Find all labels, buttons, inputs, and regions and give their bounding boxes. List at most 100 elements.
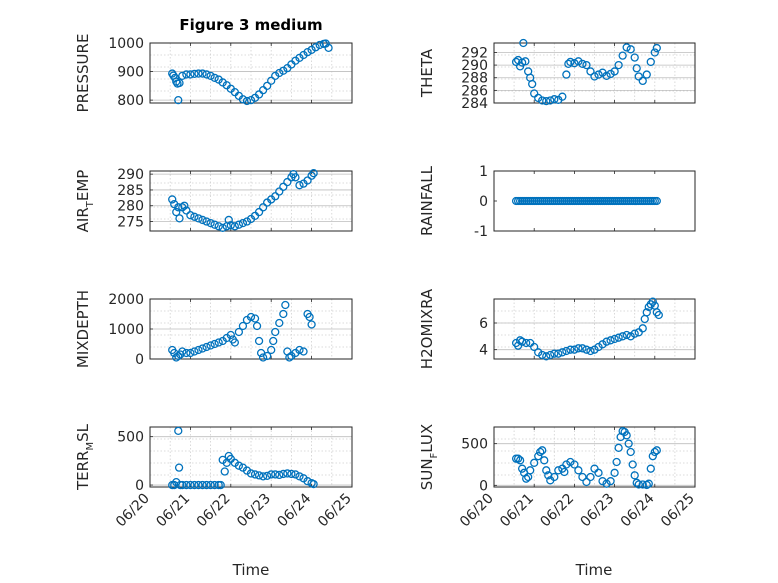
data-point <box>546 96 555 105</box>
data-point <box>224 215 233 225</box>
data-point <box>291 470 300 479</box>
data-point <box>542 352 551 361</box>
data-point <box>178 71 187 81</box>
y-axis-label: THETA <box>418 48 436 98</box>
data-point <box>230 222 239 231</box>
data-point <box>624 439 633 448</box>
data-point <box>194 69 203 78</box>
data-point <box>295 345 304 355</box>
y-tick-label: 285 <box>117 183 144 199</box>
data-point <box>570 460 579 469</box>
x-tick-label: 06/25 <box>658 491 698 531</box>
data-point <box>646 464 655 473</box>
y-tick-label: 0 <box>479 478 488 494</box>
data-point <box>582 345 591 354</box>
data-point <box>307 320 316 329</box>
y-tick-label: 6 <box>479 316 488 332</box>
data-point <box>546 350 555 360</box>
data-point <box>178 347 187 356</box>
data-point <box>586 346 595 356</box>
y-axis-label: MIXDEPTH <box>74 290 92 368</box>
data-point <box>602 71 611 80</box>
data-point <box>528 79 537 89</box>
subplot-h2omixra: 4 6 H2OMIXRA <box>418 288 696 369</box>
axes-box <box>149 426 353 488</box>
data-point <box>562 70 571 79</box>
data-point <box>517 464 527 473</box>
data-point <box>190 69 199 79</box>
data-point <box>562 346 571 356</box>
data-point <box>210 339 219 349</box>
data-point <box>315 40 324 50</box>
y-tick-label: 292 <box>461 45 488 61</box>
data-point <box>570 59 579 68</box>
data-point <box>283 177 292 187</box>
y-tick-label: 275 <box>117 215 144 231</box>
data-point <box>612 457 621 467</box>
data-point <box>538 446 547 455</box>
y-tick-label: 900 <box>117 65 144 81</box>
data-point <box>618 51 627 60</box>
data-point <box>271 327 280 337</box>
data-point <box>250 470 260 479</box>
data-point <box>542 96 551 106</box>
axes-box <box>493 298 696 360</box>
data-point <box>536 447 545 457</box>
data-point <box>275 470 284 480</box>
data-point <box>622 431 631 440</box>
y-axis-label: RAINFALL <box>418 165 436 236</box>
data-point <box>610 67 619 76</box>
figure-title: Figure 3 medium <box>179 16 322 34</box>
data-point <box>299 347 308 356</box>
x-tick-label: 06/25 <box>315 491 355 531</box>
data-point <box>578 472 587 482</box>
data-point <box>198 480 207 490</box>
data-point <box>267 470 276 479</box>
data-point <box>190 480 199 490</box>
data-point <box>594 70 603 79</box>
data-point <box>198 344 207 353</box>
data-point <box>309 169 318 178</box>
data-point <box>285 353 294 362</box>
data-point <box>610 334 619 344</box>
subplot-terr-msl: 0 500 TERRMSL 06/20 06/21 06/22 06/23 06/24 06/2… <box>74 423 355 530</box>
data-point <box>275 187 284 196</box>
data-point <box>263 81 272 91</box>
data-point <box>198 215 207 225</box>
data-point <box>309 479 318 489</box>
data-point <box>267 76 276 85</box>
data-point <box>287 469 296 479</box>
data-point <box>250 314 260 323</box>
data-point <box>206 71 215 81</box>
data-point <box>519 38 528 48</box>
data-point <box>630 53 639 62</box>
data-point <box>538 350 547 360</box>
data-markers <box>168 426 318 490</box>
data-point <box>238 95 248 104</box>
data-point <box>574 466 583 475</box>
y-axis-label: TERRMSL <box>74 423 96 491</box>
data-point <box>602 337 611 346</box>
data-point <box>638 324 647 333</box>
data-point <box>594 468 603 477</box>
data-point <box>610 468 619 477</box>
data-point <box>582 60 591 70</box>
data-point <box>632 64 641 73</box>
data-point <box>648 452 657 461</box>
data-point <box>586 67 595 76</box>
data-point <box>526 466 535 475</box>
data-point <box>234 461 244 470</box>
data-point <box>271 192 280 201</box>
data-markers <box>168 169 318 232</box>
data-point <box>638 76 647 86</box>
subplot-rainfall: -1 0 1 RAINFALL <box>418 164 696 240</box>
data-point <box>574 344 583 353</box>
data-point <box>271 470 280 479</box>
data-point <box>642 308 651 317</box>
x-tick-label: 06/22 <box>537 491 577 531</box>
y-axis-label: AIRTEMP <box>74 170 96 233</box>
data-point <box>279 309 288 319</box>
data-point <box>234 327 244 337</box>
